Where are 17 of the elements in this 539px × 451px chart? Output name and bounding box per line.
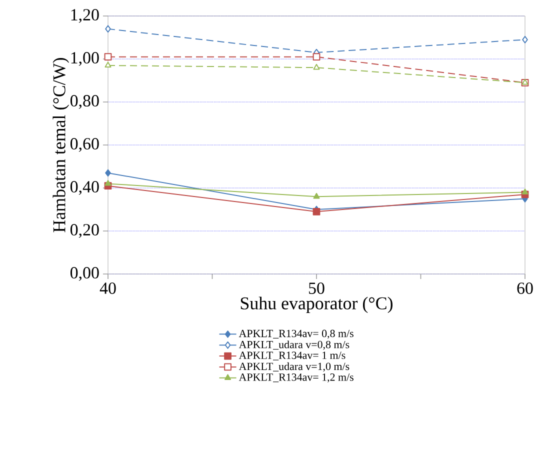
y-tick-label: 0,20 [70, 224, 99, 238]
y-tick-label: 1,20 [71, 9, 99, 23]
y-tick-label: 0,00 [70, 267, 99, 281]
legend-label: APKLT_udara v=0,8 m/s [238, 340, 350, 350]
legend-label: APKLT_R134av= 1 m/s [238, 352, 346, 360]
legend-label: APKLT_R134av= 0,8 m/s [238, 330, 354, 339]
y-tick-label: 0,60 [70, 138, 99, 152]
x-tick-label: 60 [517, 282, 533, 294]
x-tick-label: 40 [100, 282, 116, 294]
legend-label: APKLT_udara v=1,0 m/s [238, 362, 350, 372]
legend-label: APKLT_R134av= 1,2 m/s [238, 373, 354, 382]
y-axis-title: Hambatan temal (°C/W) [52, 58, 69, 232]
x-axis-title: Suhu evaporator (°C) [240, 296, 392, 314]
x-tick-label: 50 [309, 282, 324, 294]
y-tick-label: 0,40 [70, 181, 99, 195]
y-tick-label: 0,80 [70, 95, 99, 109]
y-tick-label: 1,00 [71, 52, 99, 66]
